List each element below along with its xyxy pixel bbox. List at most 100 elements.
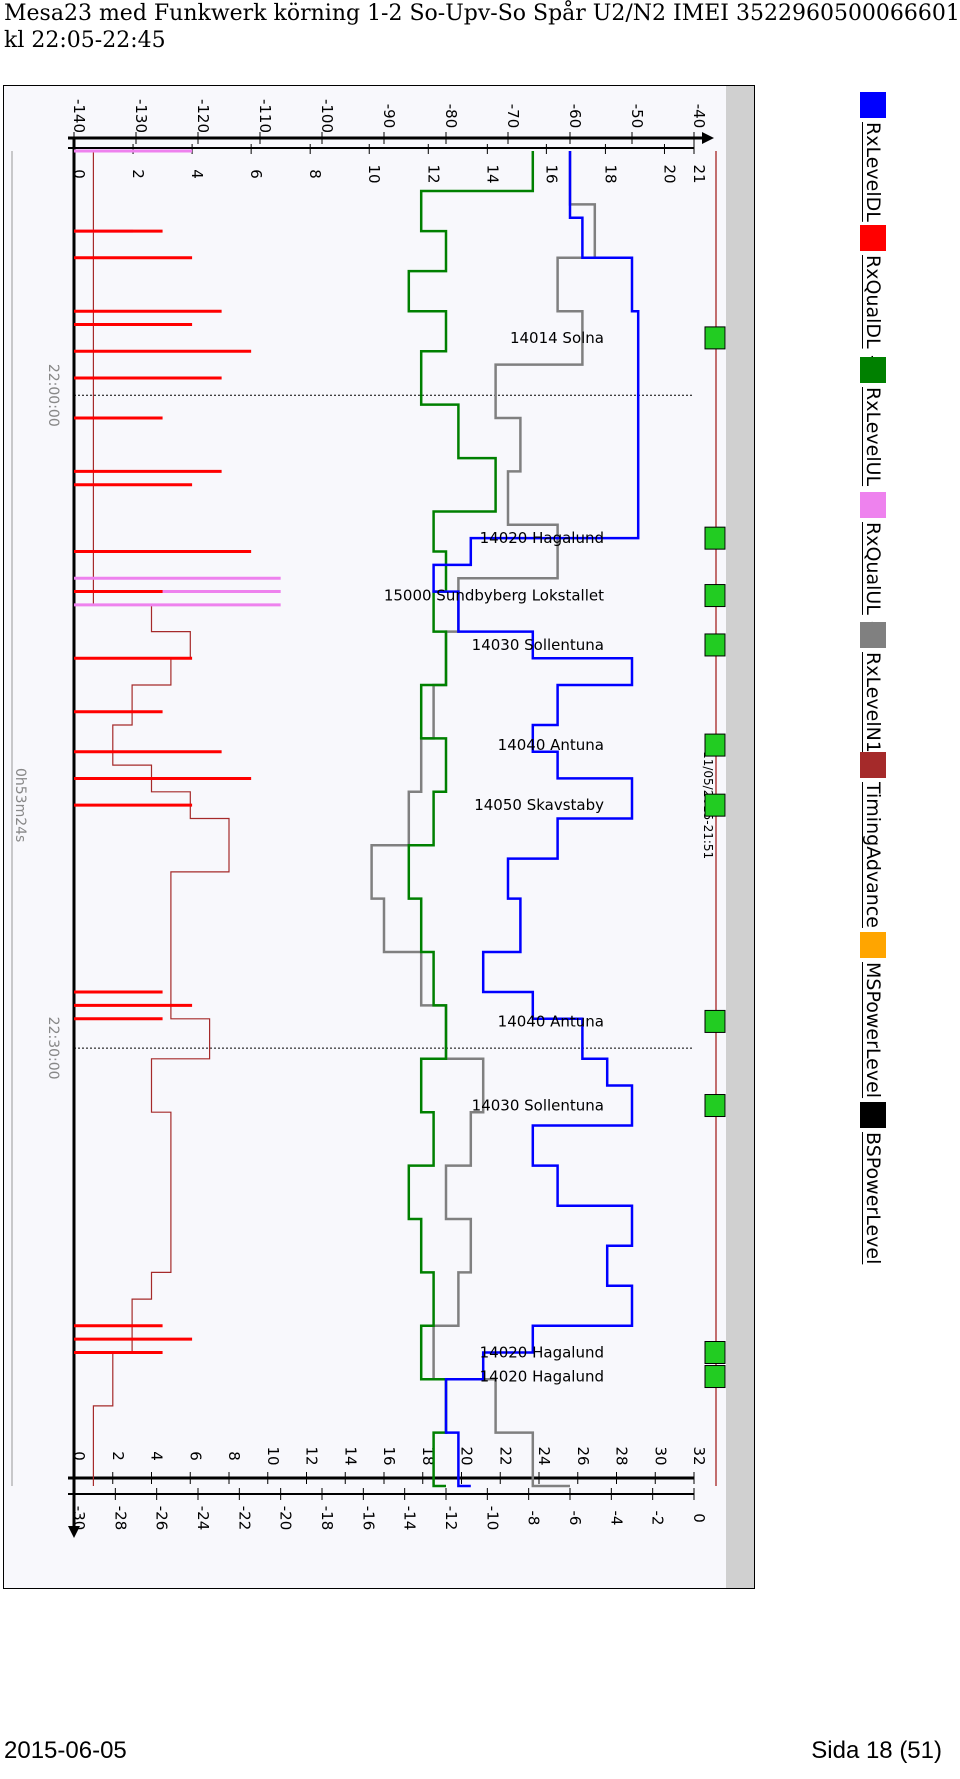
rxlevel-tick-label: -110 <box>256 99 274 133</box>
legend-item-rxqualdl: RxQualDL- <box>860 225 886 369</box>
ta-tick-label: 24 <box>535 1446 553 1465</box>
rxlevel-tick-label: -100 <box>318 99 336 133</box>
top-axis-arrow <box>702 132 714 144</box>
rxqual-tick-label: 20 <box>660 164 678 183</box>
legend-label: RxLevelN1 <box>862 652 884 753</box>
ta-tick-label: 32 <box>690 1446 708 1465</box>
legend-swatch <box>860 752 886 778</box>
legend-item-rxlevelul: RxLevelUL- <box>860 357 886 507</box>
rxlevel-tick-label: -120 <box>194 99 212 133</box>
ta-tick-label: 4 <box>148 1451 166 1461</box>
event-marker <box>704 633 726 657</box>
rxqual-tick-label: 10 <box>365 164 383 183</box>
duration-label: 0h53m24s <box>12 768 28 842</box>
footer-date: 2015-06-05 <box>4 1737 127 1764</box>
power-tick-label: -26 <box>153 1506 171 1531</box>
legend-swatch <box>860 92 886 118</box>
legend-item-bspowerlevel: BSPowerLevel <box>860 1102 886 1264</box>
series-rxlevelul-line <box>407 151 535 1488</box>
legend-swatch <box>860 492 886 518</box>
time-label: 22:30:00 <box>45 1017 61 1080</box>
document-subtitle: kl 22:05-22:45 <box>4 28 166 53</box>
ta-tick-label: 16 <box>380 1446 398 1465</box>
event-label: 14020 Hagalund <box>480 1368 604 1386</box>
chart-legend: RxLevelDL-RxQualDL-RxLevelUL-RxQualUL-Rx… <box>860 92 900 1432</box>
rxlevel-tick-label: -70 <box>504 104 522 129</box>
legend-item-rxqualul: RxQualUL- <box>860 492 886 636</box>
ta-tick-label: 22 <box>496 1446 514 1465</box>
event-marker <box>704 326 726 350</box>
power-tick-label: -28 <box>111 1506 129 1531</box>
power-tick-label: -10 <box>483 1506 501 1531</box>
legend-item-rxleveln1: RxLevelN1- <box>860 622 886 774</box>
legend-label: RxQualDL <box>862 255 884 349</box>
event-label: 14030 Sollentuna <box>472 636 604 654</box>
document-title: Mesa23 med Funkwerk körning 1-2 So-Upv-S… <box>4 1 960 26</box>
rxqual-tick-label: 0 <box>70 169 88 179</box>
power-tick-label: -16 <box>359 1506 377 1531</box>
power-tick-label: -14 <box>401 1506 419 1531</box>
rxqual-tick-label: 14 <box>483 164 501 183</box>
legend-swatch <box>860 622 886 648</box>
rxqual-tick-label: 12 <box>424 164 442 183</box>
event-marker <box>704 584 726 608</box>
ta-tick-label: 26 <box>574 1446 592 1465</box>
event-marker <box>704 1009 726 1033</box>
event-label: 14020 Hagalund <box>480 529 604 547</box>
event-label: 14020 Hagalund <box>480 1344 604 1362</box>
power-tick-label: -12 <box>442 1506 460 1531</box>
ta-tick-label: 2 <box>109 1451 127 1461</box>
ta-tick-label: 0 <box>70 1451 88 1461</box>
power-tick-label: -18 <box>318 1506 336 1531</box>
power-tick-label: -24 <box>194 1506 212 1531</box>
rxlevel-tick-label: -80 <box>442 104 460 129</box>
event-marker <box>704 1341 726 1364</box>
chart-frame: -140 -130 -120 -110 -100 -90 -80 -70 -60 -50 -40 0 2… <box>3 85 755 1589</box>
power-tick-label: -30 <box>70 1506 88 1531</box>
ta-tick-label: 30 <box>651 1446 669 1465</box>
plot-right-strip <box>726 86 754 1588</box>
legend-swatch <box>860 932 886 958</box>
legend-label: BSPowerLevel <box>862 1132 884 1265</box>
rxlevel-tick-label: -140 <box>70 99 88 133</box>
power-tick-label: -4 <box>607 1511 625 1526</box>
legend-item-mspowerlevel: MSPowerLevel- <box>860 932 886 1119</box>
series-timingadvance-line <box>92 151 230 1486</box>
power-tick-label: 0 <box>690 1513 708 1523</box>
rxlevel-tick-label: -60 <box>566 104 584 129</box>
rxqual-tick-label: 8 <box>306 169 324 179</box>
legend-label: RxQualUL <box>862 522 884 615</box>
legend-item-rxleveldl: RxLevelDL- <box>860 92 886 243</box>
legend-swatch <box>860 357 886 383</box>
legend-label: MSPowerLevel <box>862 962 884 1099</box>
series-rxleveldl-line <box>432 151 640 1488</box>
event-label: 14030 Sollentuna <box>472 1097 604 1115</box>
event-marker <box>704 733 726 757</box>
ta-tick-label: 8 <box>225 1451 243 1461</box>
event-label: 14014 Solna <box>510 329 604 347</box>
power-tick-label: -6 <box>566 1511 584 1526</box>
rxqual-tick-label: 18 <box>601 164 619 183</box>
time-label: 22:00:00 <box>45 364 61 427</box>
rxqual-tick-label: 2 <box>129 169 147 179</box>
signal-chart: -140 -130 -120 -110 -100 -90 -80 -70 -60 -50 -400 2… <box>4 86 754 1588</box>
legend-label: RxLevelDL <box>862 122 884 222</box>
ta-tick-label: 18 <box>419 1446 437 1465</box>
legend-item-timingadvance: TimingAdvance- <box>860 752 886 949</box>
ta-tick-label: 28 <box>613 1446 631 1465</box>
event-marker <box>704 793 726 817</box>
rxlevel-tick-label: -130 <box>132 99 150 133</box>
event-label: 15000 Sundbyberg Lokstallet <box>384 587 604 605</box>
footer-page-number: Sida 18 (51) <box>811 1737 942 1764</box>
legend-label: RxLevelUL <box>862 387 884 487</box>
time-axis-arrow <box>68 1526 80 1538</box>
rxqual-tick-label: 6 <box>247 169 265 179</box>
rxlevel-tick-label: -40 <box>690 104 708 129</box>
ta-tick-label: 10 <box>264 1446 282 1465</box>
event-marker <box>704 1365 726 1389</box>
event-marker <box>704 526 726 550</box>
power-tick-label: -2 <box>649 1511 667 1526</box>
event-label: 14050 Skavstaby <box>474 796 604 814</box>
ta-tick-label: 6 <box>186 1451 204 1461</box>
ta-tick-label: 20 <box>458 1446 476 1465</box>
